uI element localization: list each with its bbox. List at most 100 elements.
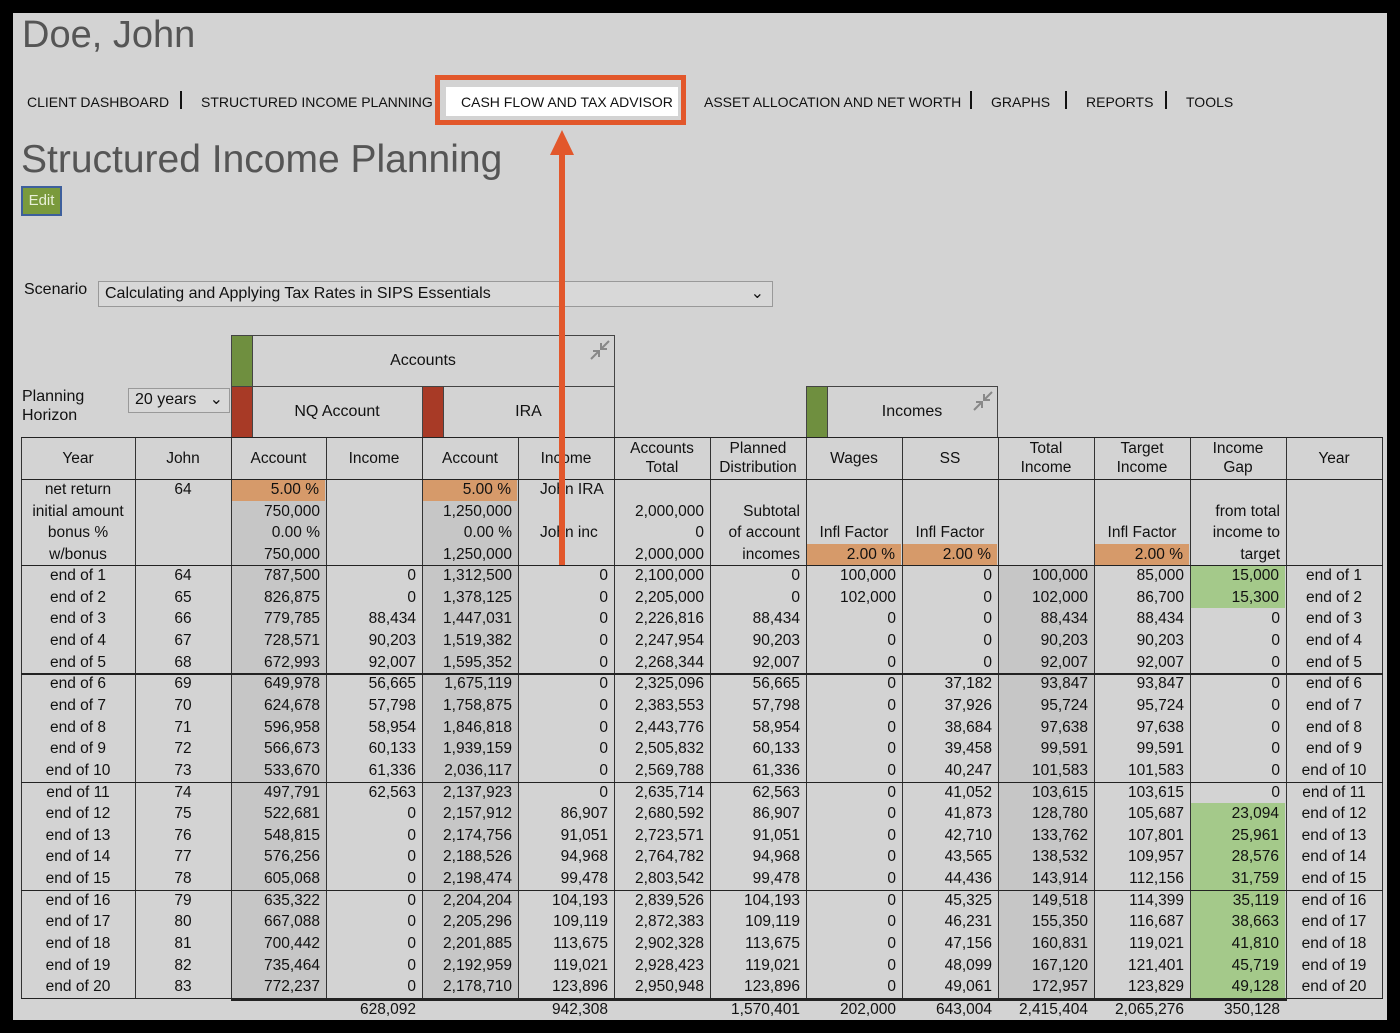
nav-item[interactable]: CLIENT DASHBOARD: [27, 94, 170, 110]
data-cell: 2,174,756: [443, 826, 512, 844]
setup-cell: [1094, 479, 1190, 501]
setup-cell: incomes: [742, 545, 800, 563]
setup-cell: bonus %: [47, 524, 109, 541]
setup-cell: 1,250,000: [443, 502, 512, 520]
group-label: Incomes: [881, 403, 943, 420]
data-cell: 1,939,159: [443, 740, 512, 758]
data-cell: 0: [599, 653, 608, 671]
data-cell: 41,810: [1191, 933, 1285, 955]
data-cell: 92,007: [368, 653, 416, 671]
data-cell: 74: [174, 783, 192, 801]
column-header: Account: [250, 449, 307, 467]
nav-item[interactable]: ASSET ALLOCATION AND NET WORTH: [704, 94, 962, 110]
data-cell: 0: [599, 783, 608, 801]
nav-item[interactable]: CASH FLOW AND TAX ADVISOR: [461, 94, 673, 110]
data-cell: 43,565: [944, 848, 992, 866]
collapse-icon[interactable]: [971, 389, 995, 413]
data-cell: 2,226,816: [635, 610, 704, 628]
setup-cell: 0: [695, 524, 704, 541]
data-cell: 1,758,875: [443, 696, 512, 714]
setup-cell: [1190, 479, 1286, 501]
data-cell: 0: [1271, 718, 1280, 736]
data-cell: 103,615: [1031, 783, 1088, 801]
group-label: NQ Account: [294, 403, 380, 420]
data-cell: 100,000: [1031, 567, 1088, 584]
data-cell: 2,192,959: [443, 956, 512, 974]
collapse-icon[interactable]: [588, 338, 612, 362]
data-cell: 68: [174, 653, 192, 671]
data-cell: 88,434: [752, 610, 800, 628]
data-cell: 0: [887, 610, 896, 628]
data-cell: 0: [887, 848, 896, 866]
data-cell: 0: [887, 826, 896, 844]
column-header: Year: [62, 449, 94, 467]
nav-item[interactable]: STRUCTURED INCOME PLANNING: [201, 94, 433, 110]
total-cell: 942,308: [551, 1001, 608, 1018]
data-cell: 86,907: [752, 805, 800, 823]
scenario-label: Scenario: [24, 281, 88, 298]
data-cell: 0: [887, 956, 896, 974]
data-cell: 0: [599, 631, 608, 649]
data-cell: end of 18: [45, 935, 111, 953]
data-cell: 123,896: [743, 978, 800, 996]
data-cell: 576,256: [263, 848, 320, 866]
data-cell: end of 11: [1302, 783, 1366, 801]
setup-cell: [1286, 501, 1382, 523]
setup-cell: [998, 479, 1094, 501]
data-cell: end of 19: [45, 956, 111, 974]
data-cell: 91,051: [560, 826, 608, 844]
data-cell: 88,434: [368, 610, 416, 628]
column-header: Accounts Total: [630, 440, 694, 476]
nq-group: NQ Account: [231, 386, 423, 438]
data-cell: 2,204,204: [443, 891, 512, 909]
setup-cell: initial amount: [32, 502, 124, 520]
data-cell: 0: [599, 567, 608, 584]
setup-cell: [1286, 522, 1382, 544]
horizon-select[interactable]: 20 years ⌄: [128, 388, 230, 413]
data-cell: 39,458: [944, 740, 992, 758]
data-cell: end of 5: [49, 653, 107, 671]
data-cell: 71: [174, 718, 192, 736]
data-cell: 70: [174, 696, 192, 714]
setup-cell: [1094, 501, 1190, 523]
column-line: [1190, 437, 1191, 998]
data-cell: end of 19: [1301, 956, 1367, 974]
data-cell: 2,443,776: [635, 718, 704, 736]
data-cell: 25,961: [1191, 824, 1285, 847]
data-cell: end of 20: [45, 978, 111, 996]
data-cell: 2,635,714: [635, 783, 704, 801]
data-cell: 2,325,096: [635, 675, 704, 693]
data-cell: 155,350: [1031, 913, 1088, 931]
nav-item[interactable]: GRAPHS: [991, 94, 1051, 110]
column-line: [518, 437, 519, 998]
column-header: Target Income: [1116, 440, 1168, 476]
data-cell: 0: [407, 588, 416, 606]
data-cell: 0: [1271, 631, 1280, 649]
column-header: Income: [348, 449, 400, 467]
data-cell: 103,615: [1127, 783, 1184, 801]
data-cell: 45,719: [1191, 954, 1285, 977]
data-cell: 138,532: [1031, 848, 1088, 866]
group-label: Accounts: [390, 352, 456, 369]
setup-cell: 5.00 %: [232, 479, 325, 501]
data-cell: 2,247,954: [635, 631, 704, 649]
column-line: [806, 437, 807, 998]
data-cell: 1,312,500: [443, 567, 512, 584]
data-cell: 779,785: [263, 610, 320, 628]
data-cell: 93,847: [1136, 675, 1184, 693]
data-cell: 0: [407, 567, 416, 584]
data-cell: end of 15: [1301, 870, 1367, 888]
data-cell: 80: [174, 913, 192, 931]
nav-item[interactable]: REPORTS: [1086, 94, 1154, 110]
data-cell: 1,675,119: [444, 675, 512, 693]
data-cell: end of 9: [49, 740, 107, 758]
nav-item[interactable]: TOOLS: [1186, 94, 1234, 110]
edit-button[interactable]: Edit: [21, 186, 62, 216]
data-cell: 172,957: [1031, 978, 1088, 996]
data-cell: 102,000: [1031, 588, 1088, 606]
data-cell: 104,193: [551, 891, 608, 909]
scenario-select[interactable]: Calculating and Applying Tax Rates in SI…: [98, 281, 773, 307]
data-cell: 64: [174, 567, 192, 584]
setup-cell: John IRA: [540, 481, 604, 498]
row-line: [21, 479, 1383, 480]
